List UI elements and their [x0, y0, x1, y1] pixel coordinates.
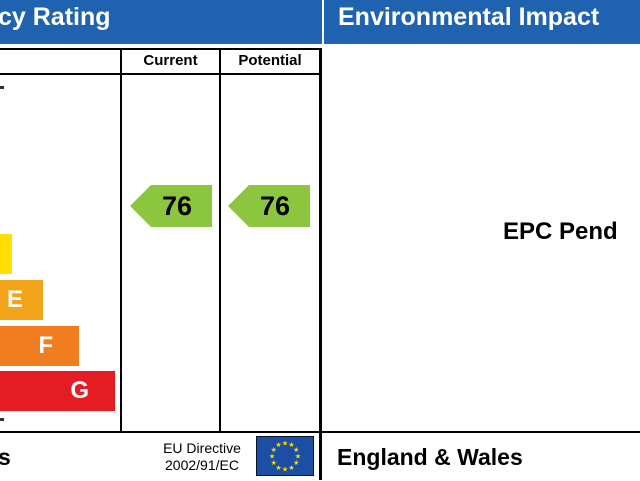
potential-rating-value: 76: [259, 191, 291, 221]
england-wales-label: England & Wales: [337, 444, 523, 470]
rating-band-e: E: [0, 280, 43, 320]
rating-band-d: [0, 234, 12, 274]
eu-star-icon: ★: [293, 446, 299, 454]
column-header-bottom-border: [0, 73, 322, 75]
current-rating-arrow: 76: [130, 185, 212, 227]
epc-pending-text: EPC Pend: [503, 218, 618, 245]
scale-top-mark: [0, 86, 4, 89]
rating-band-f: F: [0, 326, 79, 366]
band-letter: F: [38, 332, 53, 359]
eu-star-icon: ★: [288, 464, 294, 472]
potential-column-divider: [219, 48, 221, 432]
band-letter: G: [70, 377, 89, 404]
current-column-divider: [120, 48, 122, 432]
footer-top-border: [0, 431, 640, 433]
energy-efficiency-title: cy Rating: [0, 3, 111, 31]
band-letter: E: [6, 286, 23, 313]
eu-flag-icon: ★ ★ ★ ★ ★ ★ ★ ★ ★ ★ ★ ★: [255, 435, 315, 477]
eu-star-icon: ★: [271, 459, 277, 467]
eu-star-icon: ★: [271, 446, 277, 454]
eu-star-icon: ★: [295, 453, 301, 461]
current-rating-value: 76: [161, 191, 193, 221]
potential-column-heading: Potential: [238, 52, 302, 69]
energy-footer-text: s: [0, 444, 11, 470]
environmental-impact-header: Environmental Impact: [324, 0, 640, 44]
eu-directive-label: EU Directive 2002/91/EC: [152, 440, 252, 474]
eu-star-icon: ★: [269, 453, 275, 461]
eu-directive-line2: 2002/91/EC: [165, 457, 239, 473]
eu-star-icon: ★: [282, 440, 288, 448]
eu-star-icon: ★: [282, 466, 288, 474]
eu-star-icon: ★: [275, 464, 281, 472]
energy-panel-right-border: [319, 48, 322, 480]
eu-star-icon: ★: [288, 441, 294, 449]
environmental-impact-title: Environmental Impact: [338, 3, 600, 31]
eu-star-icon: ★: [275, 441, 281, 449]
eu-star-icon: ★: [293, 459, 299, 467]
potential-rating-arrow: 76: [228, 185, 310, 227]
rating-band-g: G: [0, 371, 115, 411]
scale-bottom-mark: [0, 418, 4, 421]
current-column-heading: Current: [143, 52, 198, 69]
eu-directive-line1: EU Directive: [163, 440, 241, 456]
energy-efficiency-header: cy Rating: [0, 0, 322, 44]
column-header-top-border: [0, 48, 322, 50]
